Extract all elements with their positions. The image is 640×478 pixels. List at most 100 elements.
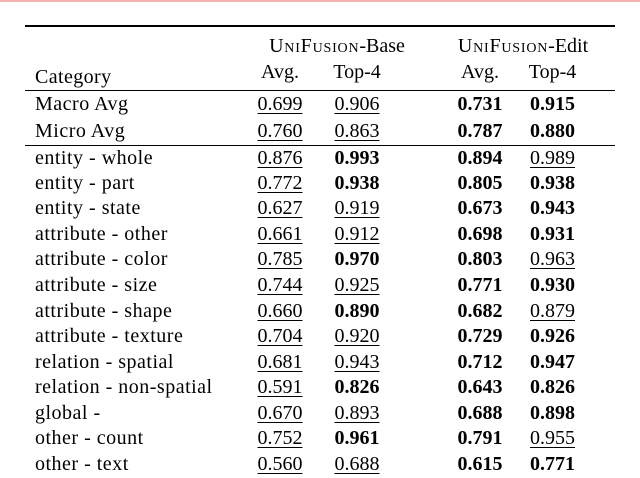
row-category-label: attribute - color <box>35 248 168 271</box>
cell-edit-top4: 0.880 <box>530 119 575 142</box>
cell-base-avg: 0.704 <box>257 325 303 348</box>
cell-base-top4: 0.970 <box>334 248 380 271</box>
cell-edit-top4: 0.931 <box>530 222 575 245</box>
cell-base-top4: 0.920 <box>334 325 380 348</box>
cell-base-avg: 0.785 <box>257 248 303 271</box>
cell-edit-top4: 0.938 <box>530 171 575 194</box>
header-group-row: Category UniFusion-Base UniFusion-Edit <box>25 26 615 88</box>
column-header-base-avg: Avg. <box>261 60 299 83</box>
row-category-label: entity - part <box>35 171 135 194</box>
table-row: entity - part 0.772 0.938 0.805 0.938 <box>25 171 615 197</box>
cell-edit-avg: 0.894 <box>457 146 503 169</box>
cell-edit-top4: 0.771 <box>530 452 575 475</box>
header-sub-row: Avg. Top-4 Avg. Top-4 <box>25 59 615 90</box>
column-header-base-top4: Top-4 <box>333 60 381 83</box>
cell-base-avg: 0.670 <box>257 401 303 424</box>
cell-edit-avg: 0.771 <box>457 274 503 296</box>
cell-edit-top4: 0.989 <box>530 146 575 169</box>
summary-section: Macro Avg 0.699 0.906 0.731 0.915 Micro … <box>25 90 616 146</box>
cell-base-avg: 0.660 <box>257 299 303 322</box>
cell-edit-top4: 0.915 <box>530 92 575 115</box>
cell-base-top4: 0.906 <box>334 92 380 115</box>
cell-base-top4: 0.993 <box>334 146 380 169</box>
cell-edit-avg: 0.712 <box>457 350 503 373</box>
table-row: other - text 0.560 0.688 0.615 0.771 <box>25 452 615 478</box>
row-category-label: relation - non-spatial <box>35 376 213 399</box>
cell-base-avg: 0.627 <box>257 197 303 220</box>
cell-base-avg: 0.744 <box>257 274 303 296</box>
table-row: attribute - texture 0.704 0.920 0.729 0.… <box>25 324 615 350</box>
row-category-label: Micro Avg <box>35 119 126 142</box>
column-group-unifusion-base: UniFusion-Base <box>243 26 405 59</box>
column-header-category: Category <box>35 65 112 88</box>
cell-edit-top4: 0.943 <box>530 197 575 220</box>
cell-edit-top4: 0.879 <box>530 299 575 322</box>
table-row: global - 0.670 0.893 0.688 0.898 <box>25 400 615 426</box>
cell-base-avg: 0.772 <box>257 171 303 194</box>
cell-edit-top4: 0.926 <box>530 325 575 348</box>
cell-edit-avg: 0.787 <box>457 119 503 142</box>
column-header-edit-avg: Avg. <box>461 60 499 83</box>
cell-edit-avg: 0.791 <box>457 427 503 450</box>
row-category-label: other - count <box>35 427 144 450</box>
group-label-base: UniFusion-Base <box>269 35 405 57</box>
cell-edit-avg: 0.682 <box>457 299 503 322</box>
category-section: entity - whole 0.876 0.993 0.894 0.989 e… <box>25 145 615 477</box>
cell-base-avg: 0.661 <box>257 222 303 245</box>
table-row: attribute - shape 0.660 0.890 0.682 0.87… <box>25 298 615 324</box>
cell-base-avg: 0.560 <box>257 452 303 475</box>
cell-edit-top4: 0.930 <box>530 274 575 296</box>
table-row: attribute - color 0.785 0.970 0.803 0.96… <box>25 247 615 273</box>
table-row: Micro Avg 0.760 0.863 0.787 0.880 <box>25 118 615 146</box>
cell-edit-avg: 0.643 <box>457 376 503 399</box>
cell-base-top4: 0.943 <box>334 350 380 373</box>
cell-base-avg: 0.699 <box>257 92 303 115</box>
cell-base-avg: 0.876 <box>257 146 303 169</box>
cell-base-avg: 0.760 <box>257 119 303 142</box>
column-header-edit-top4: Top-4 <box>528 60 577 83</box>
table-row: entity - state 0.627 0.919 0.673 0.943 <box>25 196 615 222</box>
table-row: relation - spatial 0.681 0.943 0.712 0.9… <box>25 349 615 375</box>
cell-base-top4: 0.893 <box>334 401 380 424</box>
row-category-label: attribute - shape <box>35 299 173 322</box>
cell-edit-avg: 0.615 <box>457 452 503 475</box>
row-category-label: attribute - other <box>35 222 168 245</box>
figure-top-border <box>0 0 640 2</box>
row-category-label: other - text <box>35 452 129 475</box>
column-group-unifusion-edit: UniFusion-Edit <box>397 26 615 59</box>
table-header: Category UniFusion-Base UniFusion-Edit A… <box>25 26 616 90</box>
cell-base-top4: 0.961 <box>334 427 380 450</box>
table-row: attribute - size 0.744 0.925 0.771 0.930 <box>25 273 615 299</box>
row-category-label: relation - spatial <box>35 350 174 373</box>
row-category-label: entity - state <box>35 197 141 220</box>
cell-base-top4: 0.912 <box>334 222 380 245</box>
cell-edit-avg: 0.731 <box>457 92 503 115</box>
cell-base-avg: 0.681 <box>257 350 303 373</box>
row-category-label: attribute - texture <box>35 325 184 348</box>
results-table: Category UniFusion-Base UniFusion-Edit A… <box>25 25 616 477</box>
cell-base-top4: 0.938 <box>334 171 380 194</box>
table-row: other - count 0.752 0.961 0.791 0.955 <box>25 426 615 452</box>
cell-base-top4: 0.688 <box>334 452 380 475</box>
cell-base-avg: 0.752 <box>257 427 303 450</box>
cell-edit-top4: 0.826 <box>530 376 575 399</box>
table-row: relation - non-spatial 0.591 0.826 0.643… <box>25 375 615 401</box>
cell-edit-avg: 0.698 <box>457 222 503 245</box>
cell-base-top4: 0.890 <box>334 299 380 322</box>
cell-base-top4: 0.925 <box>334 274 380 296</box>
cell-edit-avg: 0.688 <box>457 401 503 424</box>
cell-base-avg: 0.591 <box>257 376 303 399</box>
cell-edit-avg: 0.729 <box>457 325 503 348</box>
row-category-label: attribute - size <box>35 274 158 296</box>
table-row: Macro Avg 0.699 0.906 0.731 0.915 <box>25 90 615 118</box>
row-category-label: Macro Avg <box>35 92 129 115</box>
cell-base-top4: 0.863 <box>334 119 380 142</box>
cell-edit-avg: 0.803 <box>457 248 503 271</box>
group-label-edit: UniFusion-Edit <box>457 35 589 57</box>
table-row: attribute - other 0.661 0.912 0.698 0.93… <box>25 222 615 248</box>
cell-base-top4: 0.919 <box>334 197 380 220</box>
row-category-label: entity - whole <box>35 146 154 169</box>
cell-edit-top4: 0.955 <box>530 427 575 450</box>
cell-edit-top4: 0.898 <box>530 401 575 424</box>
